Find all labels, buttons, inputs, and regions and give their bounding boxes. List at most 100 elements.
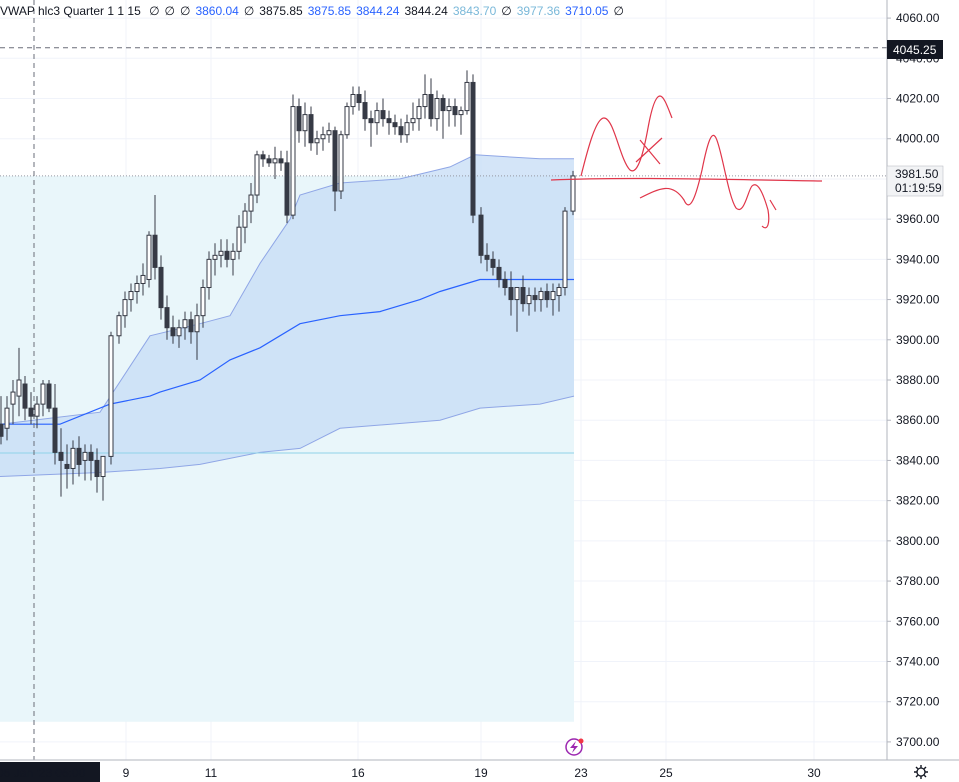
drawing-stroke-cross[interactable]	[635, 137, 663, 165]
candlesticks	[0, 70, 576, 501]
candle	[416, 98, 422, 131]
time-label: 11	[205, 766, 218, 780]
candle	[164, 295, 170, 340]
legend-value: 3844.24	[404, 4, 448, 18]
candle	[4, 396, 10, 441]
candle	[28, 392, 34, 425]
drawing-stroke-line[interactable]	[550, 177, 823, 182]
crosshair-time-box	[0, 762, 100, 782]
candle	[224, 239, 230, 268]
candle	[70, 440, 76, 485]
candle	[556, 283, 562, 312]
candle	[520, 275, 526, 312]
candle	[410, 102, 416, 131]
candle	[100, 455, 106, 501]
candle	[0, 396, 4, 445]
price-tick-label: 4060.00	[896, 11, 940, 25]
price-tick-label: 3720.00	[896, 695, 940, 709]
candle	[242, 203, 248, 244]
indicator-legend[interactable]: VWAP hlc3 Quarter 1 1 15 ∅ ∅ ∅ 3860.04 ∅ 3875…	[0, 2, 634, 20]
candle	[326, 122, 332, 143]
price-tick-label: 3800.00	[896, 534, 940, 548]
candle	[374, 102, 380, 135]
candle	[10, 380, 16, 425]
candle	[76, 436, 82, 477]
legend-value: ∅	[613, 4, 624, 18]
candle	[82, 444, 88, 481]
candle	[134, 275, 140, 304]
time-label: 9	[123, 766, 130, 780]
candle	[266, 154, 272, 167]
candle	[544, 283, 550, 308]
price-tick-label: 3900.00	[896, 333, 940, 347]
candle	[502, 271, 508, 296]
price-tick-label: 3700.00	[896, 735, 940, 749]
candle	[332, 126, 338, 212]
candle	[458, 106, 464, 135]
price-tick-label: 3840.00	[896, 453, 940, 467]
candle	[538, 287, 544, 312]
candle	[314, 130, 320, 155]
candle	[128, 283, 134, 312]
candle	[230, 243, 236, 276]
candle	[392, 114, 398, 135]
candle	[140, 263, 146, 296]
candle	[278, 150, 284, 171]
price-axis[interactable]	[887, 0, 959, 760]
time-axis[interactable]	[0, 760, 887, 782]
legend-value: 3843.70	[452, 4, 497, 18]
price-axis-ticks: 4060.004040.004020.004000.003980.003960.…	[887, 11, 940, 749]
candle	[46, 380, 52, 413]
legend-value: ∅	[243, 4, 255, 18]
freehand-drawings[interactable]	[550, 95, 823, 229]
candle	[52, 384, 58, 465]
candle	[248, 182, 254, 224]
candle	[122, 291, 128, 328]
price-tick-label: 3760.00	[896, 614, 940, 628]
candle	[570, 170, 576, 216]
time-label: 19	[474, 766, 488, 780]
candle	[508, 271, 514, 316]
last-price-box	[886, 165, 944, 197]
candle	[362, 90, 368, 131]
price-tick-label: 3920.00	[896, 293, 940, 307]
candle	[170, 315, 176, 344]
indicator-values: ∅ ∅ ∅ 3860.04 ∅ 3875.85 3875.85 3844.24 3844.24 3…	[149, 4, 629, 18]
time-label: 16	[351, 766, 365, 780]
lightning-icon[interactable]	[565, 738, 584, 756]
vwap-bands	[0, 154, 887, 722]
drawing-stroke-wave2[interactable]	[639, 134, 770, 229]
candle	[152, 195, 158, 280]
candle	[108, 331, 114, 465]
lower-band-line	[0, 395, 575, 477]
legend-value: 3977.36	[516, 4, 561, 18]
candle	[88, 444, 94, 481]
gear-icon[interactable]	[914, 765, 928, 779]
drawing-stroke-tick[interactable]	[769, 199, 777, 211]
candle	[478, 207, 484, 264]
candle	[200, 279, 206, 328]
candle	[428, 78, 434, 127]
price-tick-label: 3880.00	[896, 373, 940, 387]
candle	[338, 130, 344, 200]
candle	[182, 311, 188, 340]
candle	[260, 150, 266, 167]
drawing-stroke-wave[interactable]	[580, 95, 673, 177]
legend-value: ∅	[180, 4, 191, 18]
candle	[514, 287, 520, 332]
candle	[146, 231, 152, 288]
time-axis-labels: 9 11 16 19 23 25 30	[123, 766, 821, 780]
crosshair-time-label: 05 Jan '23 06:00	[0, 766, 86, 780]
candle	[22, 375, 28, 421]
price-tick-label: 3780.00	[896, 574, 940, 588]
countdown-label: 01:19:59	[895, 181, 942, 195]
candle	[194, 303, 200, 360]
price-tick-label: 3960.00	[896, 212, 940, 226]
candle	[452, 98, 458, 127]
candle	[350, 86, 356, 115]
time-label: 25	[659, 766, 673, 780]
legend-value: ∅	[501, 4, 512, 18]
legend-value: 3844.24	[356, 4, 400, 18]
candle	[290, 94, 296, 220]
